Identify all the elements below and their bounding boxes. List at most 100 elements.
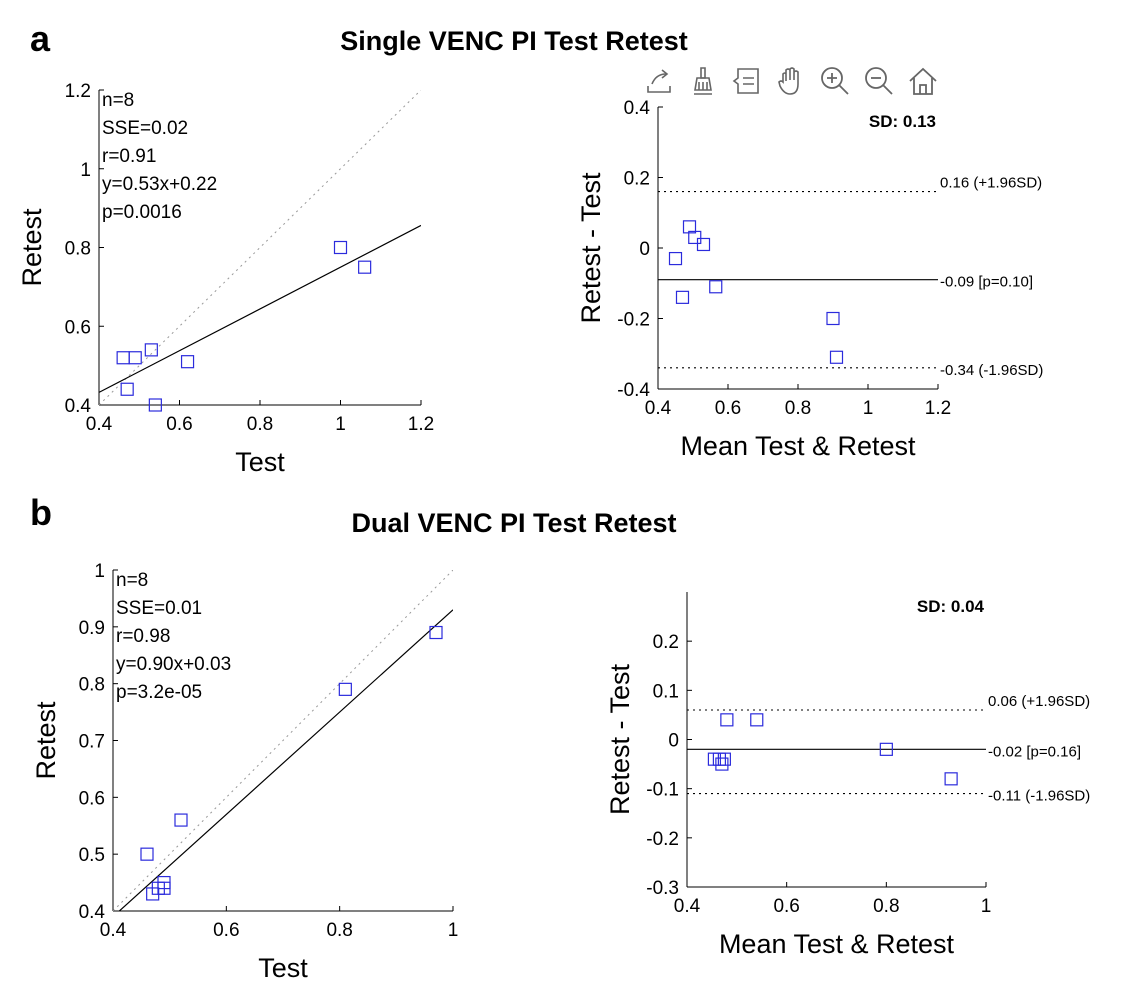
a_corr-y-tick-label: 1.2 — [65, 81, 91, 102]
a_corr-data-point — [333, 240, 348, 255]
a_corr-x-tick-label: 1 — [335, 414, 346, 435]
b_ba-y-tick-label: -0.1 — [646, 780, 679, 801]
a_corr-stat-text: r=0.91 — [102, 146, 156, 167]
a_corr-y-tick-label: 1 — [80, 160, 91, 181]
a_ba-data-point — [688, 230, 702, 245]
b_ba-data-point — [712, 752, 726, 766]
b_corr-data-point — [140, 847, 154, 861]
a_ba-x-tick-label: 0.8 — [785, 398, 811, 419]
b_corr-stat-text: r=0.98 — [116, 626, 170, 647]
a_corr-data-point — [128, 351, 142, 365]
panel-b-title: Dual VENC PI Test Retest — [351, 508, 677, 538]
b_ba-data-point — [750, 713, 764, 727]
b_corr-y-label: Retest — [31, 701, 61, 780]
b_ba-sd-label: SD: 0.04 — [917, 597, 985, 616]
b_ba-data-point — [720, 713, 734, 727]
a_corr-x-tick-label: 1.2 — [408, 414, 434, 435]
b_corr-x-tick-label: 0.8 — [326, 920, 352, 941]
b_ba-x-tick-label: 0.4 — [674, 896, 701, 917]
b_ba-upper-limit-label: 0.06 (+1.96SD) — [988, 693, 1090, 710]
axes-toolbar — [640, 62, 942, 100]
b_corr-stat-text: n=8 — [116, 570, 148, 591]
a_ba-y-tick-label: 0.2 — [624, 169, 650, 190]
b_corr-y-tick-label: 1 — [94, 561, 105, 582]
a_ba-x-label: Mean Test & Retest — [680, 431, 916, 461]
a_corr-y-label: Retest — [17, 208, 47, 287]
pan-icon[interactable] — [772, 62, 810, 100]
a_ba-data-point — [709, 280, 723, 294]
a_corr-x-tick-label: 0.8 — [247, 414, 273, 435]
b_ba-data-point — [717, 752, 731, 766]
a_ba-data-point — [668, 251, 683, 266]
a_corr-y-tick-label: 0.4 — [65, 396, 92, 417]
a_corr-data-point — [116, 351, 130, 365]
b_corr-data-point — [174, 813, 188, 827]
a_ba-data-point — [826, 311, 840, 326]
a_corr-data-point — [358, 260, 372, 274]
a_ba-x-tick-label: 0.4 — [645, 398, 672, 419]
panel-b-letter: b — [30, 492, 52, 533]
b_corr-fit-line — [118, 609, 453, 911]
zoom-out-icon[interactable] — [860, 62, 898, 100]
b_corr-y-tick-label: 0.6 — [79, 788, 105, 809]
b_ba-y-tick-label: -0.2 — [646, 829, 679, 850]
brush-icon[interactable] — [684, 62, 722, 100]
b_ba-x-tick-label: 1 — [981, 896, 992, 917]
b_corr-data-point — [157, 875, 171, 890]
a_corr-x-tick-label: 0.6 — [166, 414, 192, 435]
b_corr-stat-text: y=0.90x+0.03 — [116, 654, 231, 675]
zoom-in-icon[interactable] — [816, 62, 854, 100]
b_ba-data-point — [944, 772, 958, 786]
b_corr-identity-line — [113, 570, 453, 911]
b_corr-x-tick-label: 0.6 — [213, 920, 239, 941]
a_ba-data-point — [682, 220, 697, 234]
a_ba-y-tick-label: -0.4 — [617, 380, 650, 401]
b_corr-stat-text: SSE=0.01 — [116, 598, 202, 619]
b_ba-mean-label: -0.02 [p=0.16] — [988, 743, 1081, 760]
b_ba-y-tick-label: 0 — [668, 731, 679, 752]
a_ba-y-tick-label: 0.4 — [624, 98, 651, 119]
b_corr-y-tick-label: 0.4 — [79, 902, 106, 923]
a_ba-data-point — [696, 237, 711, 252]
b_ba-y-tick-label: -0.3 — [646, 878, 679, 899]
b_corr-x-tick-label: 1 — [448, 920, 459, 941]
a_ba-x-tick-label: 1 — [863, 398, 874, 419]
a_ba-upper-limit-label: 0.16 (+1.96SD) — [940, 175, 1042, 192]
a_ba-data-point — [829, 350, 844, 364]
b_ba-y-tick-label: 0.1 — [653, 681, 679, 702]
b_ba-x-tick-label: 0.8 — [873, 896, 899, 917]
b_corr-stat-text: p=3.2e-05 — [116, 682, 202, 703]
a_corr-x-label: Test — [235, 447, 285, 477]
export-icon[interactable] — [640, 62, 678, 100]
panel-a-title: Single VENC PI Test Retest — [340, 26, 688, 56]
a_corr-fit-line — [99, 224, 421, 393]
a_corr-stat-text: p=0.0016 — [102, 202, 182, 223]
b_corr-y-tick-label: 0.5 — [79, 845, 105, 866]
a_corr-y-tick-label: 0.8 — [65, 239, 91, 260]
home-icon[interactable] — [904, 62, 942, 100]
datatips-icon[interactable] — [728, 62, 766, 100]
b_ba-y-label: Retest - Test — [605, 663, 635, 815]
a_corr-stat-text: SSE=0.02 — [102, 118, 188, 139]
b_ba-y-tick-label: 0.2 — [653, 632, 679, 653]
b_corr-y-tick-label: 0.9 — [79, 618, 105, 639]
a_ba-x-tick-label: 1.2 — [925, 398, 951, 419]
a_ba-y-tick-label: 0 — [639, 239, 650, 260]
b_ba-x-tick-label: 0.6 — [773, 896, 799, 917]
a_corr-data-point — [180, 355, 195, 369]
a_ba-mean-label: -0.09 [p=0.10] — [940, 274, 1033, 291]
a_corr-data-point — [148, 398, 162, 412]
a_corr-y-tick-label: 0.6 — [65, 317, 91, 338]
a_corr-x-tick-label: 0.4 — [86, 414, 113, 435]
a_corr-stat-text: y=0.53x+0.22 — [102, 174, 217, 195]
a_ba-sd-label: SD: 0.13 — [869, 112, 936, 131]
b_corr-data-point — [429, 625, 443, 640]
b_corr-y-tick-label: 0.7 — [79, 732, 105, 753]
a_corr-data-point — [120, 382, 134, 396]
a_ba-lower-limit-label: -0.34 (-1.96SD) — [940, 362, 1043, 379]
b_ba-data-point — [879, 742, 893, 756]
a_ba-data-point — [675, 290, 690, 304]
b_ba-data-point — [715, 757, 729, 771]
b_ba-x-label: Mean Test & Retest — [719, 929, 955, 959]
